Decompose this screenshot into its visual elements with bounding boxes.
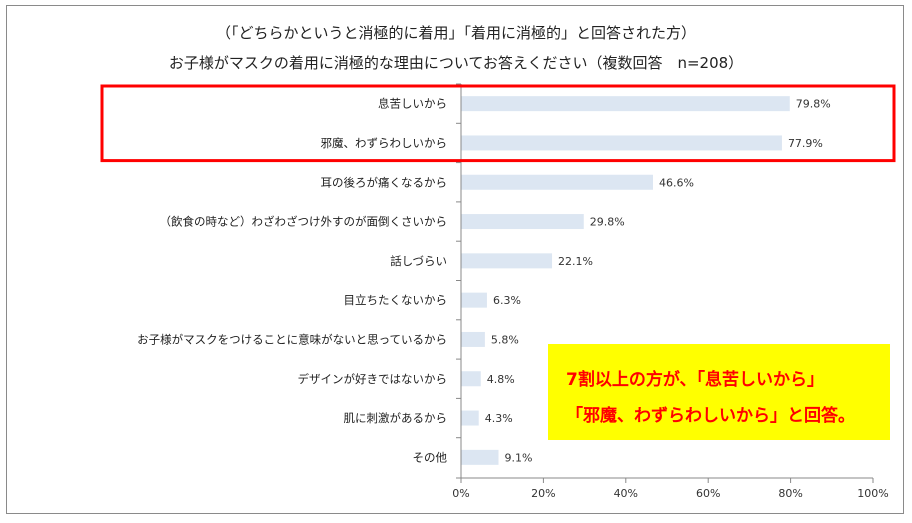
category-label: （飲食の時など）わざわざつけ外すのが面倒くさいから bbox=[160, 215, 448, 229]
chart-title-line1: （「どちらかというと消極的に着用」「着用に消極的」と回答された方） bbox=[215, 24, 696, 42]
data-label: 4.3% bbox=[485, 412, 513, 425]
callout-box: 7割以上の方が、「息苦しいから」 「邪魔、わずらわしいから」と回答。 bbox=[548, 344, 890, 440]
data-label: 46.6% bbox=[659, 176, 694, 189]
data-label: 77.9% bbox=[788, 137, 823, 150]
bar bbox=[461, 96, 790, 112]
x-tick-label: 20% bbox=[531, 487, 555, 500]
bar bbox=[461, 410, 479, 426]
highlight-box bbox=[100, 84, 896, 163]
data-label: 5.8% bbox=[491, 333, 519, 346]
bar bbox=[461, 253, 553, 269]
category-label: 目立ちたくないから bbox=[344, 293, 448, 307]
bar bbox=[461, 174, 653, 190]
bar bbox=[461, 449, 499, 465]
bar bbox=[461, 371, 481, 387]
category-label: デザインが好きではないから bbox=[298, 372, 448, 386]
x-tick-label: 40% bbox=[614, 487, 638, 500]
bar bbox=[461, 331, 485, 347]
data-label: 6.3% bbox=[493, 294, 521, 307]
x-tick-label: 60% bbox=[696, 487, 720, 500]
category-label: 肌に刺激があるから bbox=[344, 411, 448, 425]
bar bbox=[461, 135, 782, 151]
category-label: 話しづらい bbox=[390, 254, 447, 268]
bar bbox=[461, 214, 584, 230]
category-label: 耳の後ろが痛くなるから bbox=[321, 175, 448, 189]
x-tick-label: 80% bbox=[778, 487, 802, 500]
callout-line2: 「邪魔、わずらわしいから」と回答。 bbox=[566, 406, 855, 426]
callout-line1: 7割以上の方が、「息苦しいから」 bbox=[566, 370, 824, 390]
data-label: 79.8% bbox=[796, 98, 831, 111]
category-label: その他 bbox=[413, 450, 448, 464]
x-tick-label: 0% bbox=[452, 487, 469, 500]
data-label: 4.8% bbox=[487, 373, 515, 386]
data-label: 22.1% bbox=[558, 255, 593, 268]
data-label: 29.8% bbox=[590, 216, 625, 229]
chart-title-line2: お子様がマスクの着用に消極的な理由についてお答えください（複数回答 n=208） bbox=[168, 54, 744, 72]
bar bbox=[461, 292, 487, 308]
data-label: 9.1% bbox=[504, 451, 532, 464]
x-tick-label: 100% bbox=[857, 487, 888, 500]
category-label: お子様がマスクをつけることに意味がないと思っているから bbox=[137, 332, 447, 346]
category-label: 邪魔、わずらわしいから bbox=[321, 136, 448, 150]
category-label: 息苦しいから bbox=[378, 97, 447, 111]
